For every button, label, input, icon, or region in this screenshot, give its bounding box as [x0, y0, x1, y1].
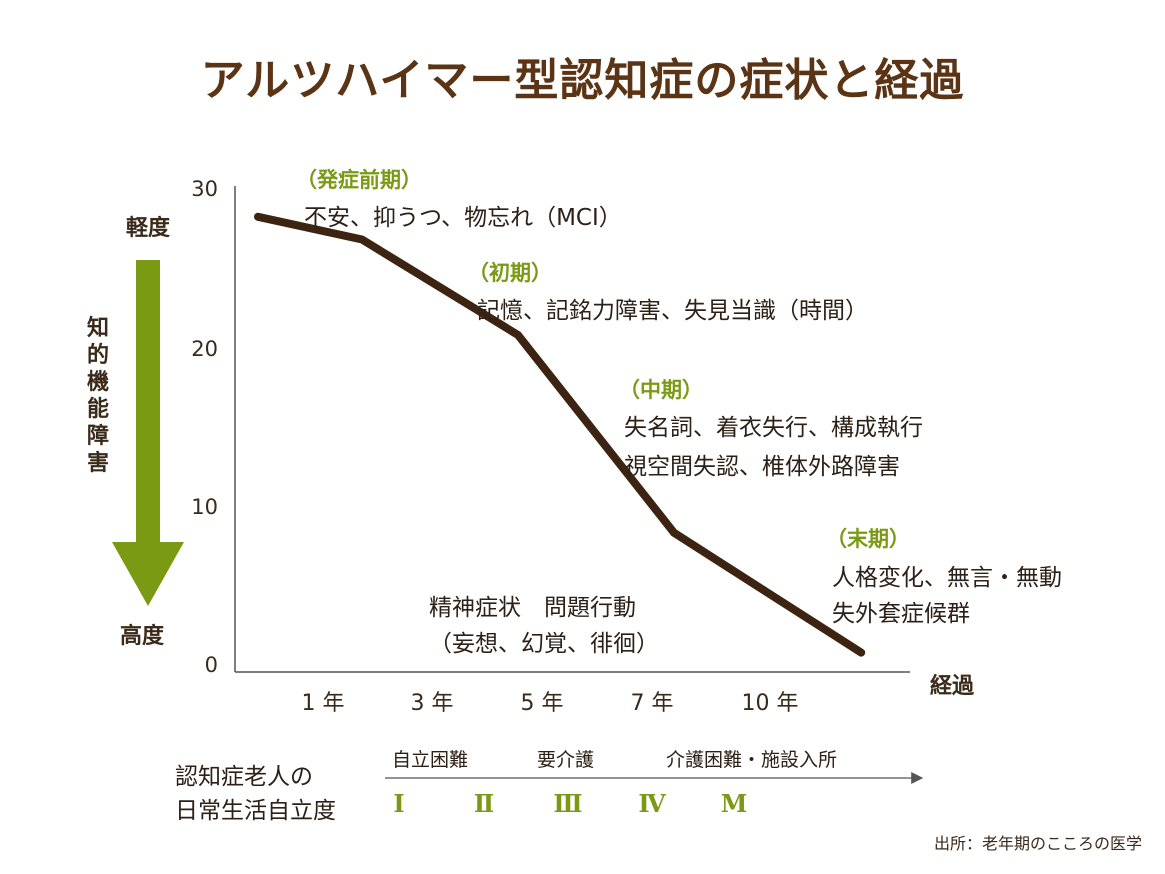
phase-label-late: （末期）	[826, 527, 910, 551]
phase-desc-late-2: 失外套症候群	[832, 601, 970, 627]
scale-label-1: 認知症老人の	[175, 764, 313, 790]
scale-label-2: 日常生活自立度	[175, 798, 336, 824]
scale-level: Ⅳ	[638, 789, 666, 818]
scale-level: Ⅰ	[393, 789, 404, 818]
severity-arrow	[112, 260, 184, 606]
phase-desc-early: 記憶、記銘力障害、失見当識（時間）	[477, 298, 868, 324]
scale-stage: 要介護	[537, 749, 594, 771]
y-top-label: 軽度	[126, 215, 171, 241]
y-tick-label: 20	[191, 337, 218, 361]
scale-level: Ⅲ	[553, 789, 582, 818]
phase-desc-middle-1: 失名詞、着衣失行、構成執行	[624, 415, 923, 441]
phase-label-prodromal: （発症前期）	[296, 168, 422, 192]
source-note: 出所：老年期のこころの医学	[934, 834, 1142, 853]
x-tick-label: 7 年	[631, 691, 674, 716]
scale-stage: 自立困難	[392, 749, 468, 771]
middle-note-2: （妄想、幻覚、徘徊）	[429, 631, 659, 657]
x-tick-label: 10 年	[742, 691, 799, 716]
scale-level: Ⅱ	[474, 789, 494, 818]
x-tick-label: 3 年	[411, 691, 454, 716]
phase-desc-middle-2: 視空間失認、椎体外路障害	[624, 454, 900, 480]
y-bottom-label: 高度	[120, 623, 165, 649]
phase-desc-prodromal: 不安、抑うつ、物忘れ（MCI）	[304, 205, 622, 231]
phase-label-middle: （中期）	[619, 378, 703, 402]
x-tick-label: 5 年	[521, 691, 564, 716]
y-tick-label: 10	[191, 495, 218, 519]
y-side-label: 知的機能障害	[87, 315, 109, 476]
scale-level: M	[721, 789, 748, 818]
middle-note-1: 精神症状 問題行動	[429, 595, 636, 621]
y-tick-label: 30	[191, 177, 218, 201]
y-tick-label: 0	[205, 653, 218, 677]
phase-desc-late-1: 人格変化、無言・無動	[832, 565, 1062, 591]
x-tick-label: 1 年	[302, 691, 345, 716]
scale-stage: 介護困難・施設入所	[666, 749, 837, 771]
phase-label-early: （初期）	[468, 261, 552, 285]
x-axis-label: 経過	[930, 673, 975, 699]
page-title: アルツハイマー型認知症の症状と経過	[200, 55, 965, 106]
